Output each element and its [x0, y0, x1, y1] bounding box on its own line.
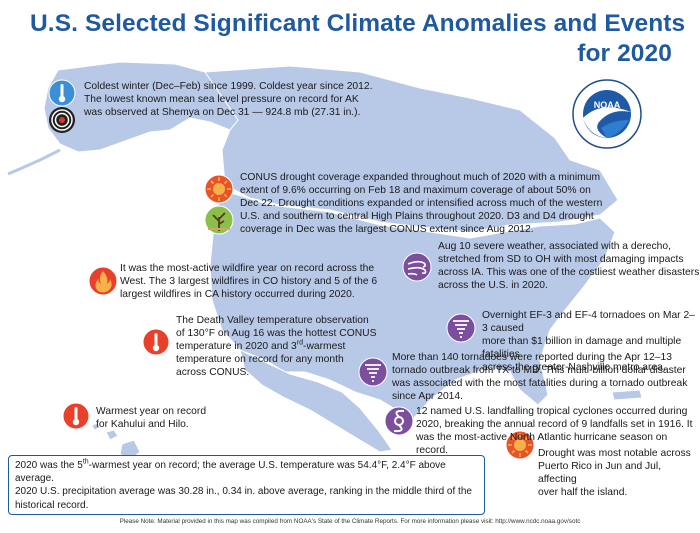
drought-event-text: CONUS drought coverage expanded througho…	[240, 172, 603, 235]
puerto-rico-event-text: Drought was most notable across Puerto R…	[538, 448, 691, 498]
easter-outbreak-event-text: More than 140 tornadoes were reported du…	[392, 352, 688, 402]
drought-sun-icon	[204, 174, 234, 204]
hot-thermometer-icon	[142, 328, 170, 356]
annual-summary-text: 2020 was the 5th-warmest year on record;…	[15, 458, 472, 511]
nashville-event-text: Overnight EF-3 and EF-4 tornadoes on Mar…	[482, 310, 695, 373]
map-title: U.S. Selected Significant Climate Anomal…	[30, 10, 686, 37]
wildfire-event-text: It was the most-active wildfire year on …	[120, 263, 378, 300]
noaa-logo: NOAA	[572, 79, 642, 149]
easter-tornado-icon	[358, 357, 388, 387]
map-title-year: for 2020	[577, 40, 672, 67]
puerto-rico-drought-icon	[505, 430, 535, 460]
hawaii-event-text: Warmest year on record for Kahului and H…	[96, 406, 207, 430]
svg-text:NOAA: NOAA	[594, 100, 621, 110]
alaska-event-text: Coldest winter (Dec–Feb) since 1999. Col…	[84, 81, 373, 118]
cold-thermometer-icon	[48, 79, 76, 107]
derecho-event-text: Aug 10 severe weather, associated with a…	[438, 241, 700, 291]
puerto-rico-shape	[611, 389, 643, 401]
source-footnote: Please Note: Material provided in this m…	[119, 518, 581, 525]
dry-tree-icon	[204, 205, 234, 235]
hawaii-warm-thermometer-icon	[62, 402, 90, 430]
annual-summary-box: 2020 was the 5th-warmest year on record;…	[8, 455, 485, 515]
nashville-tornado-icon	[446, 313, 476, 343]
derecho-wind-icon	[402, 252, 432, 282]
low-pressure-icon	[49, 107, 75, 133]
hurricane-event-text: 12 named U.S. landfalling tropical cyclo…	[416, 406, 693, 456]
conus-shape	[209, 189, 616, 421]
wildfire-icon	[88, 266, 118, 296]
aleutian-chain	[7, 148, 61, 176]
death-valley-event-text: The Death Valley temperature observation…	[176, 315, 377, 378]
hurricane-icon	[384, 406, 414, 436]
mexico-shape	[239, 349, 393, 453]
